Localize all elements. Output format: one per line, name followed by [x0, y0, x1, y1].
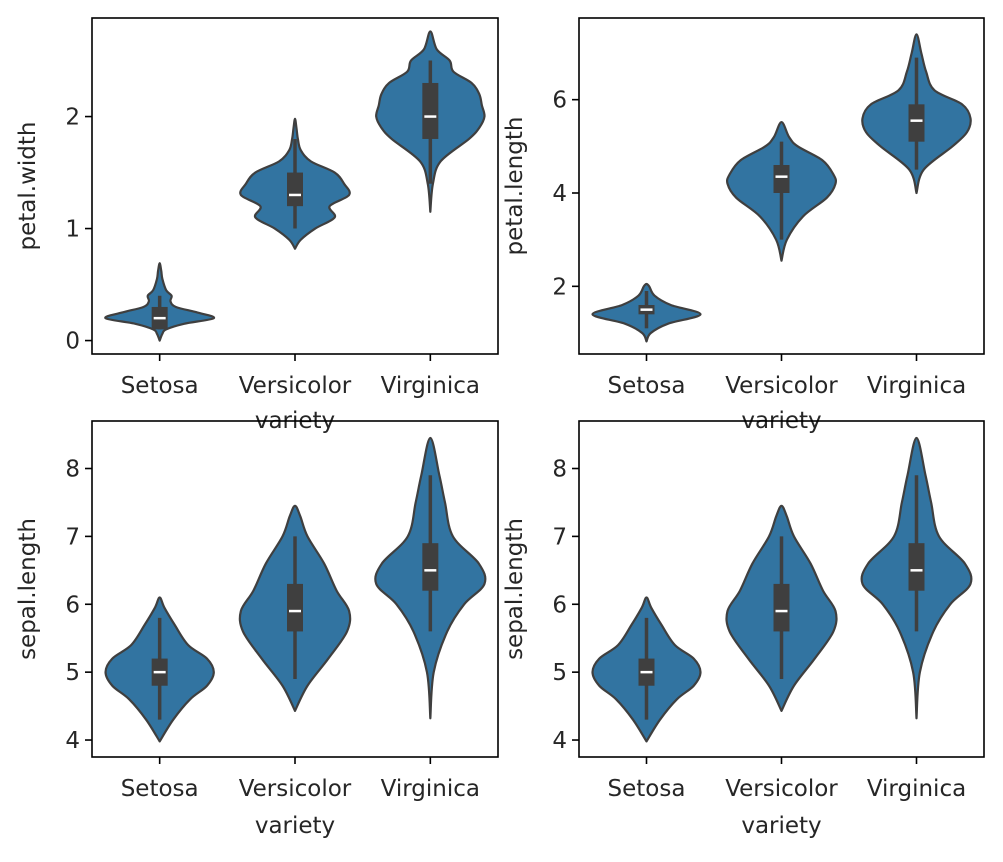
y-tick-label: 8 — [65, 457, 80, 483]
plot-area — [591, 33, 972, 343]
y-tick-label: 0 — [65, 329, 80, 355]
y-axis-label: sepal.length — [15, 518, 41, 660]
x-tick-label-virginica: Virginica — [381, 776, 480, 802]
x-tick-label-setosa: Setosa — [608, 776, 686, 802]
y-axis-label: petal.width — [15, 122, 41, 251]
x-tick-label-virginica: Virginica — [381, 373, 480, 399]
violin-panel-3: 4 5 6 7 8 Setosa Versicolor Virginica variety sep… — [15, 420, 499, 839]
x-axis-label: variety — [741, 813, 821, 839]
violin-iqr-box-virginica — [422, 543, 439, 591]
y-tick-label: 2 — [65, 105, 80, 131]
violin-iqr-box-versicolor — [287, 172, 303, 207]
violin-iqr-box-virginica — [422, 82, 439, 139]
violin-iqr-box-versicolor — [773, 583, 790, 632]
y-tick-label: 4 — [552, 728, 567, 754]
violin-iqr-box-virginica — [908, 104, 925, 142]
y-tick-label: 5 — [552, 660, 567, 686]
x-tick-label-versicolor: Versicolor — [239, 373, 352, 399]
x-tick-label-setosa: Setosa — [608, 373, 686, 399]
y-tick-label: 6 — [552, 88, 567, 114]
x-axis-label: variety — [255, 813, 335, 839]
x-tick-label-versicolor: Versicolor — [725, 373, 838, 399]
y-axis-label: sepal.length — [502, 518, 528, 660]
x-tick-label-setosa: Setosa — [121, 373, 199, 399]
x-tick-label-versicolor: Versicolor — [239, 776, 352, 802]
y-tick-label: 2 — [552, 274, 567, 300]
x-tick-label-virginica: Virginica — [867, 373, 966, 399]
y-tick-label: 4 — [65, 728, 80, 754]
violin-panel-4: 4 5 6 7 8 Setosa Versicolor Virginica variety sep… — [502, 420, 985, 839]
y-tick-label: 4 — [552, 181, 567, 207]
y-tick-label: 1 — [65, 217, 80, 243]
y-tick-label: 5 — [65, 660, 80, 686]
violin-iqr-box-versicolor — [287, 583, 303, 632]
y-tick-label: 6 — [65, 592, 80, 618]
x-tick-label-setosa: Setosa — [121, 776, 199, 802]
plot-area — [591, 436, 973, 743]
plot-area — [104, 30, 486, 342]
violin-iqr-box-versicolor — [773, 165, 790, 193]
y-tick-label: 8 — [552, 457, 567, 483]
plot-area — [104, 436, 487, 743]
y-tick-label: 7 — [65, 524, 80, 550]
y-tick-label: 6 — [552, 592, 567, 618]
y-tick-label: 7 — [552, 524, 567, 550]
y-axis-label: petal.length — [502, 117, 528, 256]
violin-iqr-box-virginica — [908, 543, 925, 591]
x-tick-label-versicolor: Versicolor — [725, 776, 838, 802]
x-tick-label-virginica: Virginica — [867, 776, 966, 802]
